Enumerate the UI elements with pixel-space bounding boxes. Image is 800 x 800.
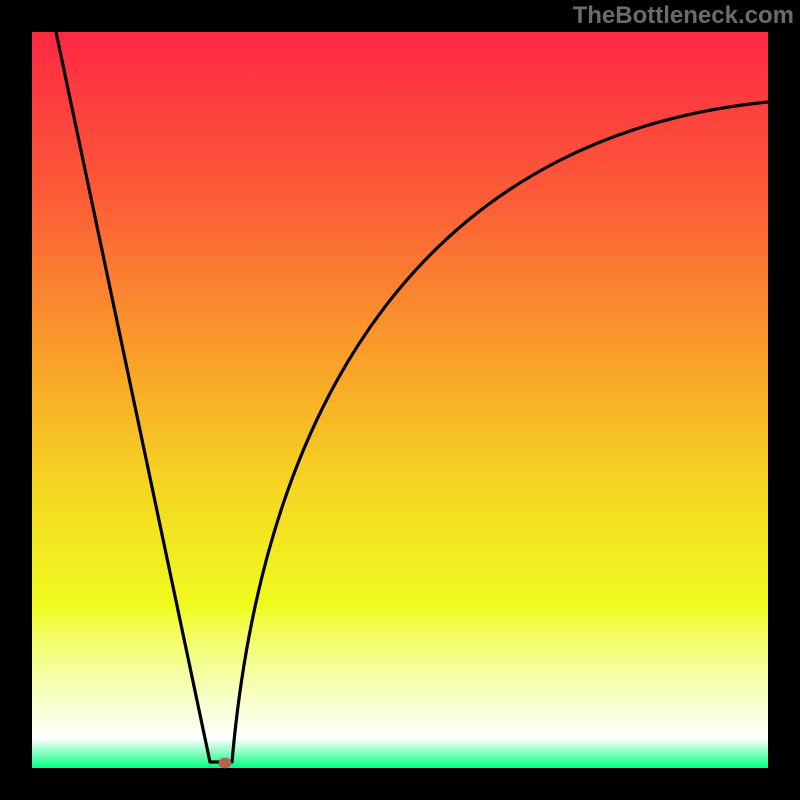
plot-area [32, 32, 768, 768]
watermark-text: TheBottleneck.com [573, 2, 794, 30]
optimal-point-marker [219, 758, 232, 769]
chart-container: TheBottleneck.com [0, 0, 800, 800]
bottleneck-chart [0, 0, 800, 800]
